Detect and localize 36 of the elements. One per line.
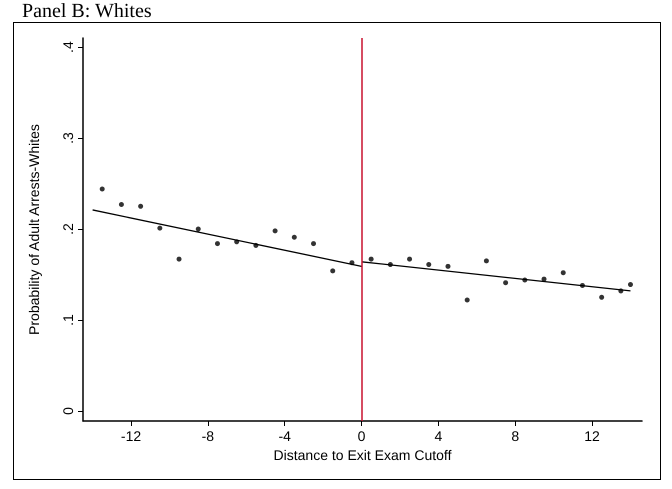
point [484, 258, 489, 264]
point [292, 234, 297, 240]
point [464, 298, 470, 303]
y-tick-label: .1 [60, 314, 76, 326]
point [196, 226, 201, 232]
point [176, 256, 182, 262]
point [368, 256, 374, 262]
x-tick-label: -12 [120, 428, 142, 444]
point [445, 264, 450, 269]
point [560, 270, 566, 276]
point [272, 228, 278, 234]
point [118, 202, 124, 207]
point [214, 241, 220, 246]
chart-title: Panel B: Whites [22, 0, 152, 23]
point [100, 186, 105, 192]
y-tick-label: 0 [60, 406, 76, 415]
point [311, 241, 316, 246]
point [330, 268, 336, 274]
point [628, 282, 633, 288]
x-tick-label: 12 [584, 428, 600, 444]
point [503, 280, 508, 286]
x-tick-label: 4 [434, 428, 442, 444]
y-tick-label: .4 [60, 41, 76, 53]
x-axis-title: Distance to Exit Exam Cutoff [274, 446, 452, 463]
point [157, 226, 162, 231]
x-tick-label: 8 [511, 428, 520, 444]
x-tick-label: -8 [202, 428, 214, 444]
point [426, 262, 432, 268]
y-tick-label: .3 [60, 132, 76, 144]
point [138, 204, 144, 209]
y-tick-label: .2 [60, 223, 76, 235]
point [599, 294, 604, 300]
y-axis-title: Probability of Adult Arrests-Whites [26, 124, 42, 335]
x-tick-label: -4 [278, 428, 292, 444]
point [407, 256, 412, 262]
x-tick-label: 0 [358, 428, 366, 444]
